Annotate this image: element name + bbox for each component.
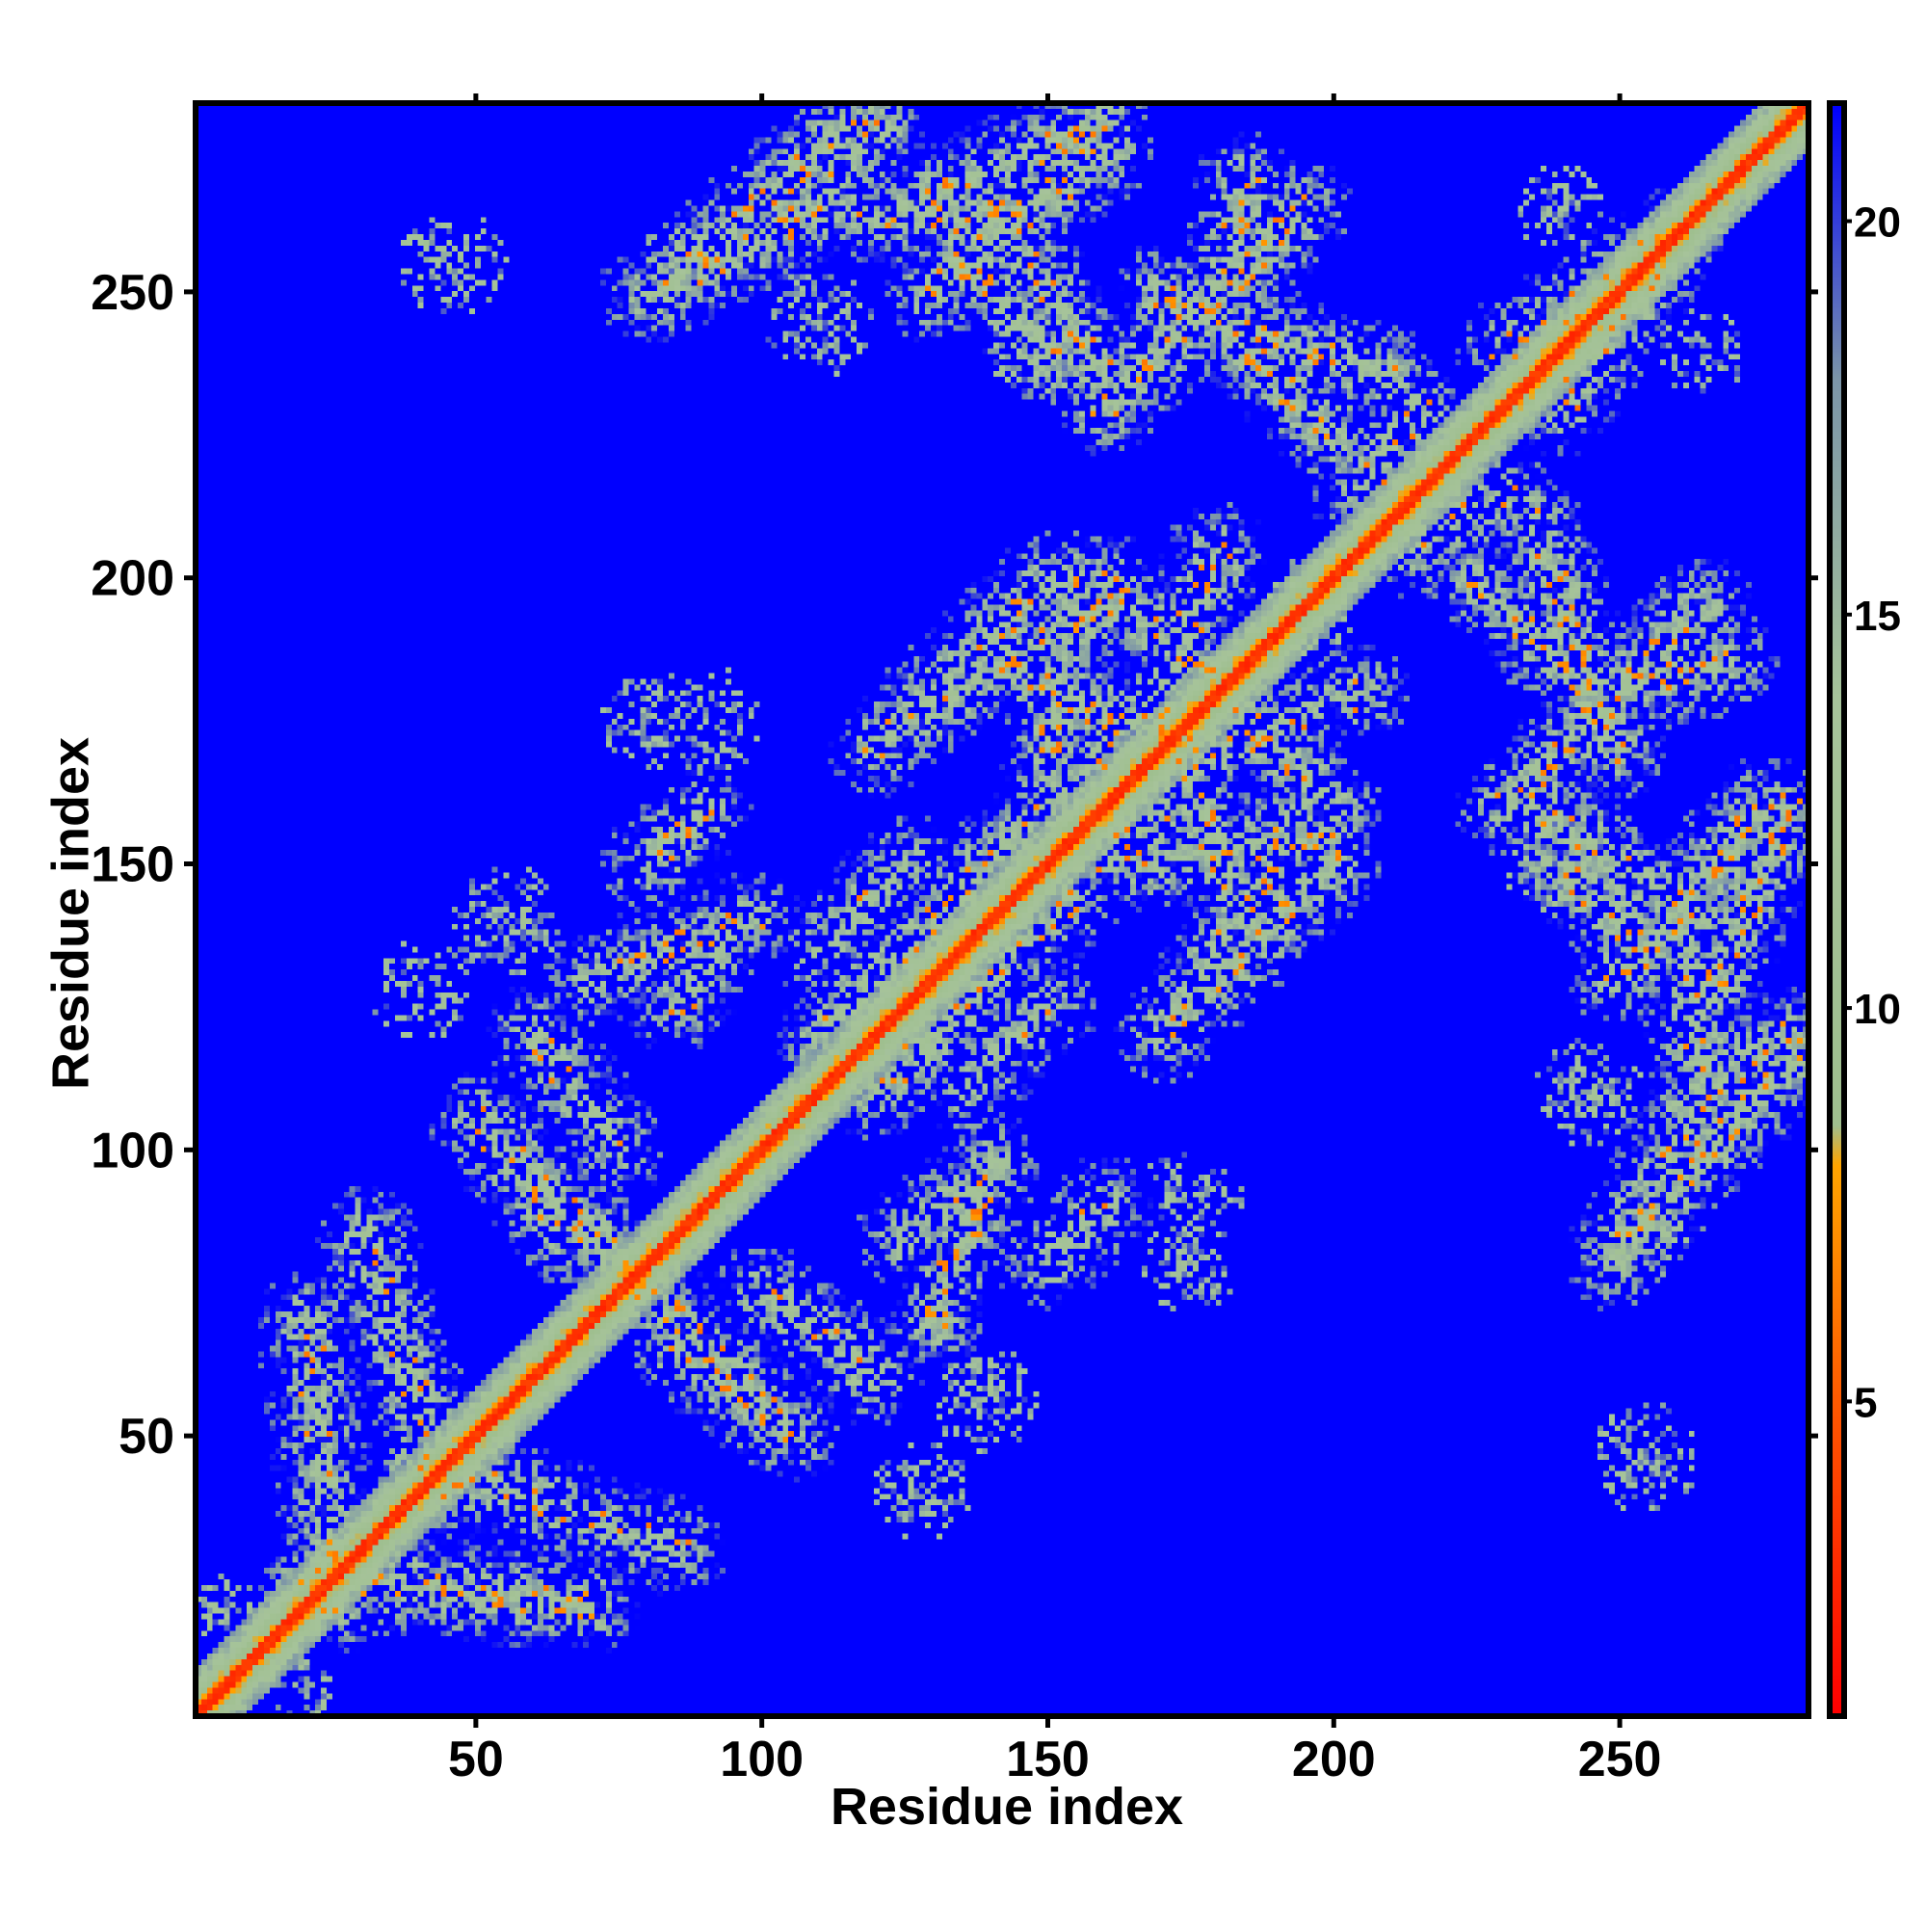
x-axis-ticks: 50 100 150 200 250 — [448, 93, 1662, 1787]
colorbar-frame — [1827, 100, 1847, 1719]
colorbar-gradient — [1830, 103, 1844, 1716]
x-tick-label: 100 — [720, 1732, 804, 1787]
x-tick-label: 250 — [1578, 1732, 1662, 1787]
heatmap-image — [196, 103, 1808, 1716]
x-tick-label: 150 — [1006, 1732, 1090, 1787]
colorbar-tick-label: 5 — [1854, 1379, 1877, 1426]
y-tick-label: 200 — [91, 551, 174, 607]
plot-frame — [193, 100, 1811, 1719]
x-axis-title: Residue index — [831, 1778, 1183, 1836]
y-tick-label: 50 — [119, 1409, 174, 1465]
x-tick-label: 50 — [448, 1732, 504, 1787]
y-tick-label: 100 — [91, 1123, 174, 1178]
colorbar-tick-label: 15 — [1854, 593, 1901, 640]
y-tick-label: 150 — [91, 837, 174, 893]
y-tick-label: 250 — [91, 265, 174, 321]
colorbar-tick-label: 10 — [1854, 986, 1901, 1033]
colorbar-tick-label: 20 — [1854, 198, 1901, 246]
colorbar-ticks: 5 10 15 20 — [1844, 198, 1901, 1426]
y-axis-ticks: 50 100 150 200 250 — [91, 265, 1818, 1465]
y-axis-title: Residue index — [41, 737, 99, 1090]
x-tick-label: 200 — [1292, 1732, 1376, 1787]
